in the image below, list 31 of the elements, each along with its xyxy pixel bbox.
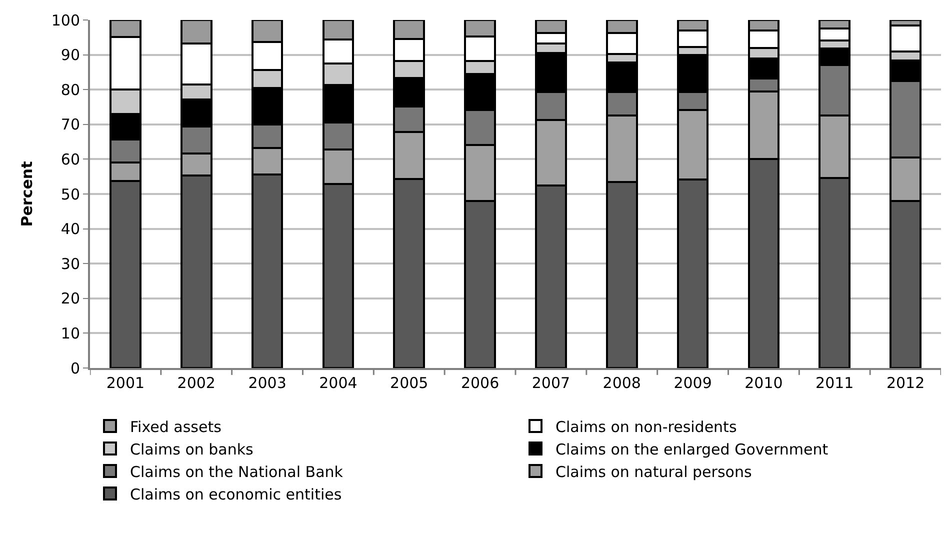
x-tick-label: 2004 bbox=[319, 374, 358, 392]
legend-label: Claims on economic entities bbox=[130, 485, 342, 504]
y-tick-label: 20 bbox=[60, 290, 80, 308]
y-tick-label: 40 bbox=[60, 220, 80, 238]
x-tick-label: 2003 bbox=[248, 374, 286, 392]
x-tick-label: 2002 bbox=[177, 374, 216, 392]
x-tick-label: 2008 bbox=[602, 374, 641, 392]
y-tick-label: 10 bbox=[60, 324, 80, 342]
legend-label: Claims on the enlarged Government bbox=[556, 440, 828, 458]
y-tick-label: 100 bbox=[51, 11, 80, 30]
x-tick-label: 2001 bbox=[106, 374, 145, 392]
y-tick-label: 80 bbox=[60, 80, 80, 99]
y-axis-title: Percent bbox=[18, 161, 36, 227]
legend-label: Fixed assets bbox=[130, 418, 222, 436]
legend-label: Claims on natural persons bbox=[556, 462, 752, 481]
y-tick-label: 50 bbox=[60, 185, 80, 204]
legend-label: Claims on the National Bank bbox=[130, 462, 344, 481]
y-tick-label: 90 bbox=[60, 46, 80, 64]
x-tick-label: 2005 bbox=[390, 374, 428, 392]
x-tick-label: 2011 bbox=[816, 374, 854, 392]
x-tick-label: 2006 bbox=[460, 374, 500, 392]
legend-label: Claims on banks bbox=[130, 440, 254, 458]
x-tick-label: 2009 bbox=[674, 374, 712, 392]
legend-label: Claims on non-residents bbox=[556, 418, 737, 436]
x-tick-label: 2010 bbox=[744, 374, 783, 392]
y-tick-label: 60 bbox=[60, 150, 80, 168]
x-tick-label: 2012 bbox=[886, 374, 925, 392]
y-tick-label: 0 bbox=[70, 359, 80, 378]
x-tick-label: 2007 bbox=[532, 374, 570, 392]
y-tick-label: 30 bbox=[60, 254, 80, 273]
y-tick-label: 70 bbox=[60, 116, 80, 134]
